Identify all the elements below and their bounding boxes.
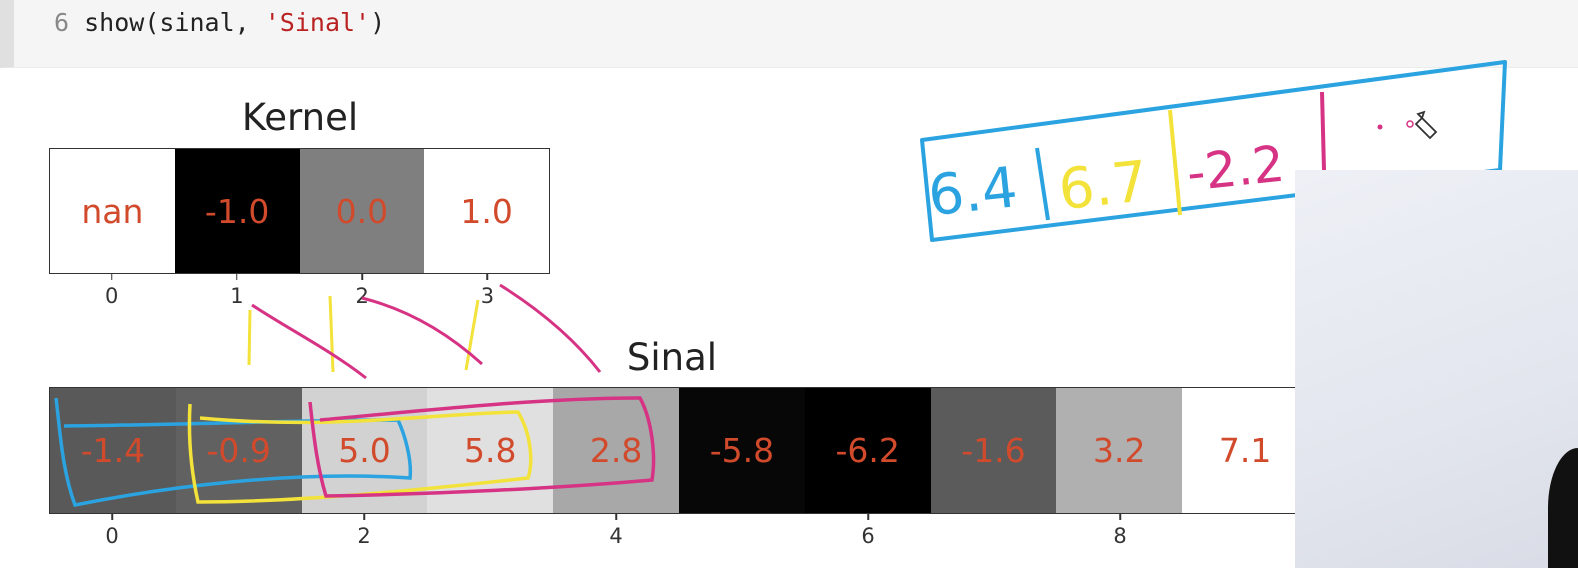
- line-number: 6: [54, 8, 70, 37]
- sinal-ticks-tick-label-3: 6: [861, 524, 875, 548]
- sinal-ticks-tick-mark-2: [615, 514, 617, 520]
- sinal-map-cell-6: -6.2: [804, 388, 931, 513]
- kernel-ticks-tick-mark-3: [486, 274, 489, 280]
- kernel-ticks-tick-mark-1: [236, 274, 238, 280]
- sinal-ticks-tick-label-0: 0: [105, 524, 119, 548]
- pink-stroke-2: [361, 296, 484, 366]
- sinal-title: Sinal: [626, 336, 718, 379]
- sinal-ticks-tick-label-4: 8: [1113, 524, 1127, 548]
- code-call: show(sinal,: [84, 8, 265, 37]
- kernel-ticks-tick-label-2: 2: [355, 284, 369, 308]
- code-string-literal: 'Sinal': [264, 8, 371, 37]
- pencil-cursor-icon: [1414, 110, 1438, 140]
- kernel-ticks-tick-label-3: 3: [480, 284, 495, 308]
- kernel-heatmap: nan -1.0 0.0 1.0: [49, 148, 550, 274]
- sinal-map-cell-2: 5.0: [301, 388, 428, 513]
- box-divider-1: [1035, 147, 1050, 221]
- pink-stroke-1: [251, 303, 367, 380]
- sinal-map-cell-4: 2.8: [553, 388, 679, 513]
- presenter-silhouette: [1548, 448, 1578, 568]
- sinal-map-cell-7: -1.6: [930, 388, 1057, 513]
- kernel-map-cell-0: nan: [50, 149, 175, 273]
- yellow-mark-2: [328, 295, 335, 373]
- kernel-map-cell-2: 0.0: [299, 149, 425, 273]
- yellow-mark-1: [247, 309, 252, 366]
- kernel-title: Kernel: [241, 96, 359, 139]
- kernel-map-cell-3: 1.0: [424, 149, 549, 273]
- pen-dot-2: [1406, 120, 1414, 128]
- sinal-ticks-tick-label-2: 4: [609, 524, 623, 548]
- yellow-mark-3: [464, 299, 480, 371]
- kernel-ticks-tick-mark-0: [110, 274, 113, 280]
- sinal-map-cell-9: 7.1: [1182, 388, 1308, 513]
- handwritten-value-1: 6.4: [925, 155, 1020, 229]
- pen-dot: [1377, 124, 1383, 130]
- sinal-map-cell-8: 3.2: [1056, 388, 1183, 513]
- code-cell[interactable]: 6 show(sinal, 'Sinal'): [0, 0, 1578, 68]
- code-line: 6 show(sinal, 'Sinal'): [54, 8, 385, 37]
- sinal-map-cell-5: -5.8: [678, 388, 805, 513]
- kernel-ticks-tick-label-0: 0: [104, 284, 119, 308]
- handwritten-value-3: -2.2: [1184, 135, 1287, 203]
- box-divider-3: [1320, 91, 1326, 171]
- sinal-map-cell-1: -0.9: [175, 388, 302, 513]
- sinal-ticks-tick-mark-3: [867, 514, 869, 520]
- kernel-map-cell-1: -1.0: [174, 149, 300, 273]
- handwritten-value-2: 6.7: [1056, 149, 1151, 223]
- sinal-heatmap: -1.4 -0.9 5.0 5.8 2.8 -5.8 -6.2 -1.6 3.2 7.1: [49, 387, 1309, 514]
- sinal-ticks-tick-mark-1: [363, 514, 365, 520]
- sinal-map-cell-3: 5.8: [427, 388, 554, 513]
- box-divider-2: [1168, 109, 1182, 216]
- sinal-ticks-tick-label-1: 2: [357, 524, 371, 548]
- code-close-paren: ): [370, 8, 386, 37]
- webcam-overlay: [1295, 170, 1578, 568]
- sinal-map-cell-0: -1.4: [50, 388, 176, 513]
- sinal-ticks-tick-mark-0: [111, 514, 113, 520]
- sinal-ticks-tick-mark-4: [1119, 514, 1121, 520]
- kernel-ticks-tick-label-1: 1: [230, 284, 244, 308]
- kernel-ticks-tick-mark-2: [361, 274, 363, 280]
